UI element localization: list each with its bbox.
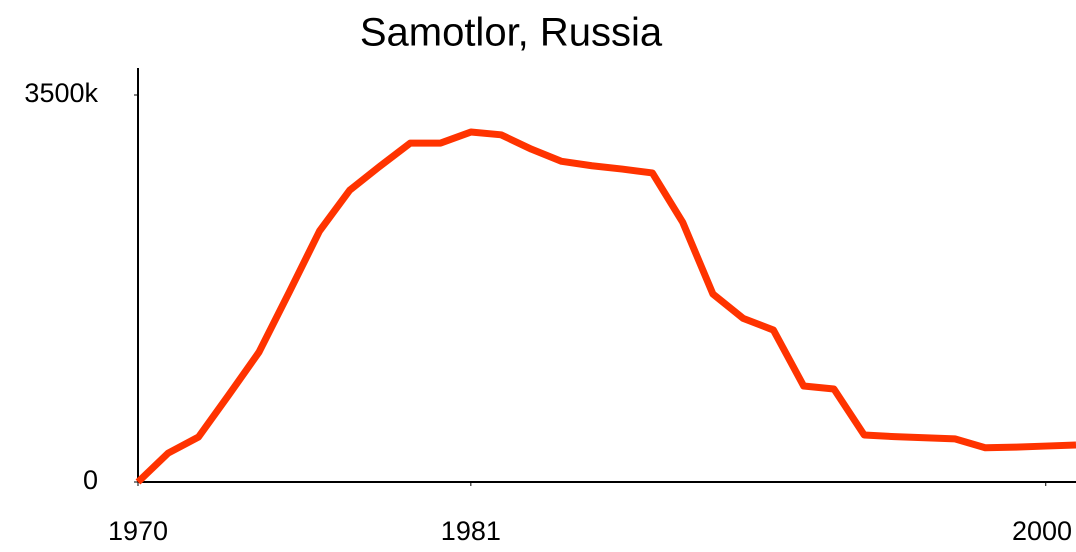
data-line (135, 128, 1076, 485)
y-tick-label: 0 (83, 465, 98, 495)
x-tick-label: 1970 (108, 516, 168, 546)
x-tick-label: 2000 (1012, 516, 1072, 546)
chart-title: Samotlor, Russia (360, 11, 663, 55)
x-tick-label: 1981 (441, 516, 501, 546)
y-tick-label: 3500k (24, 78, 98, 108)
